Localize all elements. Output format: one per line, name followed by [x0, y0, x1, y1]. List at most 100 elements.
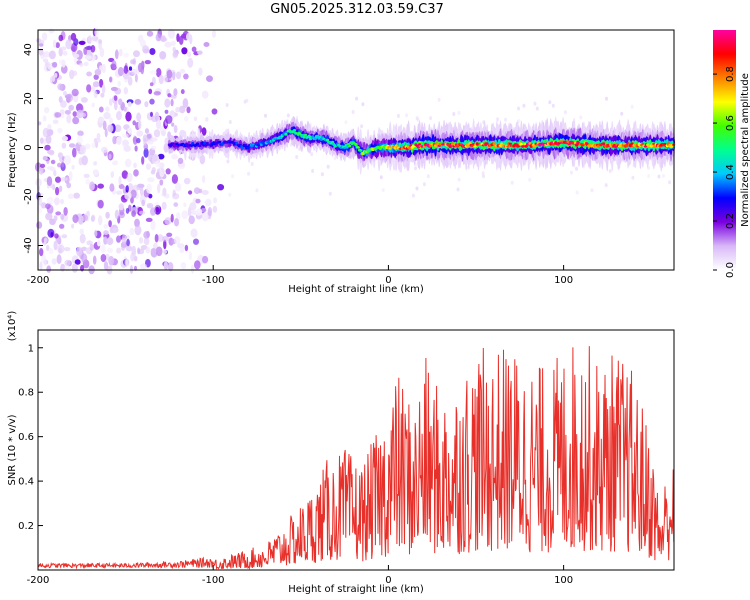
spectrogram-noise-blob	[47, 150, 55, 155]
colorbar-tick-label: 0.2	[725, 213, 736, 229]
spectrogram-noise-blob	[177, 157, 184, 164]
x-tick-label: 100	[554, 275, 573, 286]
snr-x-label: Height of straight line (km)	[288, 584, 424, 595]
spectrogram-noise-blob	[264, 113, 267, 118]
spectrogram-noise-blob	[171, 153, 179, 160]
spectrogram-noise-blob	[662, 173, 665, 178]
spectrogram-noise-blob	[39, 248, 44, 257]
spectrogram-noise-blob	[575, 166, 578, 171]
spectrogram-noise-blob	[84, 143, 91, 150]
spectrogram-noise-blob	[144, 101, 149, 108]
spectrogram-noise-blob	[178, 35, 184, 46]
spectrogram-noise-blob	[60, 198, 64, 205]
spectrogram-noise-blob	[166, 69, 173, 79]
spectrogram-noise-blob	[118, 98, 123, 106]
spectrogram-noise-blob	[187, 57, 194, 68]
spectrogram-noise-blob	[158, 74, 164, 85]
spectrogram-noise-blob	[124, 158, 132, 168]
spectrogram-noise-blob	[496, 117, 500, 122]
spectrogram-noise-blob	[225, 103, 229, 107]
spectrogram-noise-blob	[201, 212, 209, 222]
spectrogram-noise-blob	[94, 230, 98, 237]
spectrogram-noise-blob	[91, 35, 99, 42]
spectrogram-noise-blob	[110, 63, 117, 68]
spectrogram-ridge-mark	[308, 137, 312, 141]
spectrogram-noise-blob	[68, 143, 76, 148]
spectrogram-noise-blob	[379, 175, 383, 180]
spectrogram-noise-blob	[228, 120, 232, 124]
spectrogram-noise-blob	[42, 115, 47, 122]
spectrogram-noise-blob	[148, 88, 153, 95]
spectrogram-noise-blob	[86, 71, 92, 77]
spectrogram-noise-blob	[173, 202, 179, 207]
spectrogram-noise-blob	[45, 244, 50, 251]
spectrogram-noise-blob	[457, 177, 461, 182]
spectrogram-noise-blob	[105, 106, 110, 112]
spectrogram-noise-blob	[123, 87, 128, 95]
y-tick-label: -20	[23, 188, 34, 204]
spectrogram-noise-blob	[101, 146, 108, 153]
spectrogram-noise-blob	[131, 68, 138, 75]
spectrogram-ridge-mark	[359, 149, 363, 152]
spectrogram-noise-blob	[47, 124, 52, 130]
spectrogram-noise-blob	[620, 111, 624, 116]
spectrogram-noise-blob	[94, 69, 102, 76]
spectrogram-noise-blob	[138, 120, 142, 130]
spectrogram-noise-blob	[150, 220, 156, 231]
spectrogram-noise-blob	[193, 116, 198, 122]
spectrogram-noise-blob	[590, 188, 594, 193]
spectrogram-noise-blob	[71, 263, 78, 273]
spectrogram-noise-blob	[150, 111, 153, 117]
spectrogram-noise-blob	[103, 236, 108, 245]
spectrogram-ridge-mark	[354, 142, 358, 147]
spectrogram-ridge-mark	[557, 142, 562, 145]
spectrogram-noise-blob	[83, 173, 90, 179]
spectrogram-noise-blob	[93, 137, 98, 144]
spectrogram-noise-blob	[42, 51, 51, 58]
spectrogram-noise-blob	[134, 226, 142, 234]
spectrogram-noise-blob	[183, 73, 189, 80]
spectrogram-noise-blob	[138, 62, 143, 73]
spectrogram-noise-blob	[138, 237, 144, 244]
spectrogram-ridge-mark	[506, 145, 510, 148]
spectrogram-noise-blob	[116, 111, 122, 121]
spectrogram-noise-blob	[172, 51, 179, 58]
spectrogram-noise-blob	[40, 163, 46, 168]
y-tick-label: 0	[23, 144, 34, 150]
spectrogram-noise-blob	[118, 175, 122, 186]
spectrogram-noise-blob	[213, 197, 218, 204]
spectrogram-noise-blob	[155, 119, 162, 130]
spectrogram-noise-blob	[68, 171, 73, 181]
spectrogram-noise-blob	[52, 61, 58, 68]
spectrogram-noise-blob	[60, 100, 67, 108]
y-tick-label: 0.8	[18, 388, 34, 399]
spectrogram-noise-blob	[61, 142, 67, 149]
spectrogram-noise-blob	[126, 238, 130, 247]
spectrogram-noise-blob	[39, 39, 45, 44]
spectrogram-noise-blob	[112, 227, 119, 233]
spectrogram-noise-blob	[154, 233, 159, 243]
spectrogram-noise-blob	[149, 98, 155, 105]
y-tick-label: 0.4	[18, 477, 34, 488]
spectrogram-noise-blob	[164, 217, 172, 225]
x-tick-label: 100	[554, 575, 573, 586]
spectrogram-noise-blob	[66, 114, 72, 124]
spectrogram-noise-blob	[103, 112, 111, 120]
spectrogram-noise-blob	[91, 142, 96, 148]
spectrogram-noise-blob	[106, 237, 114, 246]
spectrogram-noise-blob	[124, 191, 132, 200]
spectrogram-noise-blob	[79, 233, 86, 244]
spectrogram-noise-blob	[103, 223, 108, 229]
spectrogram-noise-blob	[396, 113, 400, 118]
spectrogram-noise-blob	[57, 83, 64, 91]
spectrogram-noise-blob	[45, 212, 53, 221]
spectrogram-noise-blob	[415, 186, 419, 191]
spectrogram-noise-blob	[83, 61, 89, 67]
spectrogram-noise-blob	[405, 113, 409, 118]
spectrogram-noise-blob	[134, 145, 138, 152]
spectrogram-noise-blob	[522, 103, 526, 108]
spectrogram-noise-blob	[97, 183, 104, 189]
spectrogram-noise-blob	[138, 210, 146, 215]
spectrogram-noise-blob	[112, 135, 117, 145]
spectrogram-noise-blob	[114, 124, 122, 133]
